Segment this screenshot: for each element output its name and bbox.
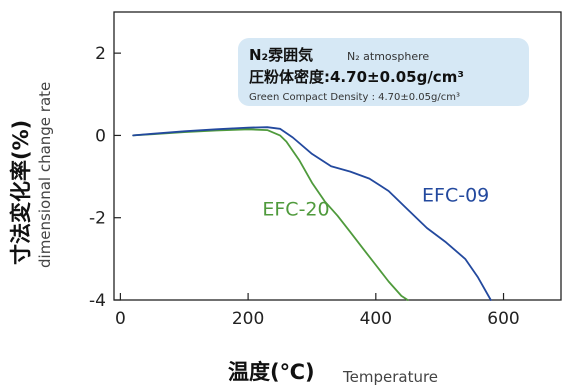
- annotation-line2: 圧粉体密度:4.70±0.05g/cm³: [249, 68, 464, 86]
- ticks: 0 200 400 600 2 0 -2 -4: [89, 44, 520, 329]
- series-lines: [132, 126, 492, 301]
- annotation-background: [238, 38, 529, 106]
- series-label-efc-20: EFC-20: [262, 199, 329, 221]
- x-tick-label: 400: [360, 309, 392, 329]
- annotation-line1-sub: N₂ atmosphere: [347, 50, 429, 63]
- annotation-line3: Green Compact Density : 4.70±0.05g/cm³: [249, 92, 460, 103]
- x-axis-title-en: Temperature: [342, 368, 438, 386]
- plot-frame: [113, 11, 562, 301]
- series-line-efc-20: [132, 128, 409, 301]
- series-line-efc-09: [132, 126, 492, 301]
- x-tick-label: 600: [487, 309, 519, 329]
- series-label-efc-09: EFC-09: [422, 184, 489, 206]
- series-labels: EFC-20 EFC-09: [262, 184, 489, 220]
- y-tick-label: 0: [95, 126, 106, 146]
- x-tick-label: 0: [115, 309, 126, 329]
- y-tick-label: -2: [89, 209, 106, 229]
- y-axis-title-en: dimensional change rate: [36, 82, 54, 268]
- y-tick-label: -4: [89, 291, 106, 311]
- x-axis-title-ja: 温度(℃): [228, 360, 315, 384]
- y-axis-title-ja: 寸法変化率(%): [9, 120, 33, 265]
- x-tick-label: 200: [232, 309, 264, 329]
- y-tick-label: 2: [95, 44, 106, 64]
- annotation-box: N₂雰囲気 N₂ atmosphere 圧粉体密度:4.70±0.05g/cm³…: [238, 38, 529, 106]
- annotation-line1-main: N₂雰囲気: [249, 46, 313, 64]
